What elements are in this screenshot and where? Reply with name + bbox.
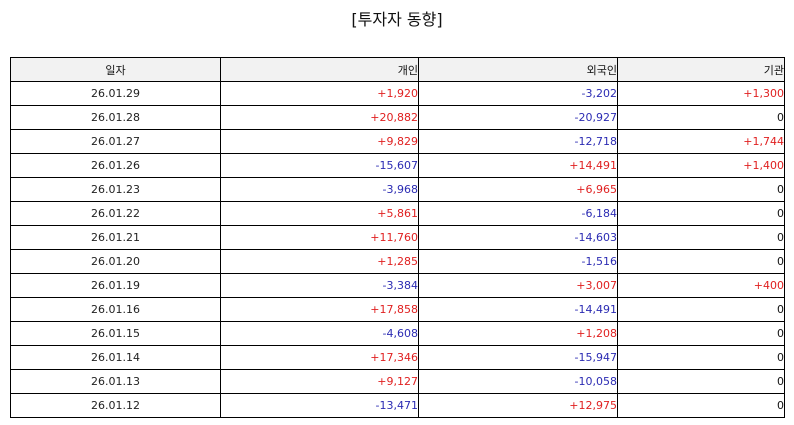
institution-cell: 0 xyxy=(617,297,785,322)
date-cell: 26.01.27 xyxy=(10,129,221,154)
date-cell: 26.01.13 xyxy=(10,369,221,394)
institution-cell: 0 xyxy=(617,225,785,250)
table-header-row: 일자 개인 외국인 기관 xyxy=(10,57,785,82)
foreigner-cell: -1,516 xyxy=(418,249,618,274)
column-header-institution: 기관 xyxy=(617,57,785,82)
date-cell: 26.01.22 xyxy=(10,201,221,226)
individual-cell: +5,861 xyxy=(220,201,419,226)
date-cell: 26.01.19 xyxy=(10,273,221,298)
institution-cell: 0 xyxy=(617,201,785,226)
individual-cell: +9,127 xyxy=(220,369,419,394)
institution-cell: +1,300 xyxy=(617,81,785,106)
table-row: 26.01.13 +9,127 -10,058 0 xyxy=(10,369,785,394)
table-row: 26.01.29 +1,920 -3,202 +1,300 xyxy=(10,81,785,106)
individual-cell: +1,920 xyxy=(220,81,419,106)
individual-cell: -13,471 xyxy=(220,393,419,418)
foreigner-cell: +6,965 xyxy=(418,177,618,202)
table-row: 26.01.26 -15,607 +14,491 +1,400 xyxy=(10,153,785,178)
foreigner-cell: -20,927 xyxy=(418,105,618,130)
date-cell: 26.01.29 xyxy=(10,81,221,106)
institution-cell: 0 xyxy=(617,249,785,274)
individual-cell: +20,882 xyxy=(220,105,419,130)
date-cell: 26.01.28 xyxy=(10,105,221,130)
institution-cell: 0 xyxy=(617,321,785,346)
foreigner-cell: -15,947 xyxy=(418,345,618,370)
table-row: 26.01.22 +5,861 -6,184 0 xyxy=(10,201,785,226)
date-cell: 26.01.12 xyxy=(10,393,221,418)
institution-cell: +1,400 xyxy=(617,153,785,178)
individual-cell: +11,760 xyxy=(220,225,419,250)
foreigner-cell: -14,603 xyxy=(418,225,618,250)
foreigner-cell: -3,202 xyxy=(418,81,618,106)
table-row: 26.01.23 -3,968 +6,965 0 xyxy=(10,177,785,202)
institution-cell: 0 xyxy=(617,369,785,394)
institution-cell: +1,744 xyxy=(617,129,785,154)
date-cell: 26.01.26 xyxy=(10,153,221,178)
table-row: 26.01.12 -13,471 +12,975 0 xyxy=(10,393,785,418)
column-header-foreigner: 외국인 xyxy=(418,57,618,82)
page-title: [투자자 동향] xyxy=(351,10,443,29)
table-row: 26.01.28 +20,882 -20,927 0 xyxy=(10,105,785,130)
date-cell: 26.01.23 xyxy=(10,177,221,202)
foreigner-cell: -14,491 xyxy=(418,297,618,322)
column-header-individual: 개인 xyxy=(220,57,419,82)
institution-cell: +400 xyxy=(617,273,785,298)
individual-cell: +9,829 xyxy=(220,129,419,154)
date-cell: 26.01.14 xyxy=(10,345,221,370)
individual-cell: -4,608 xyxy=(220,321,419,346)
column-header-date: 일자 xyxy=(10,57,221,82)
institution-cell: 0 xyxy=(617,345,785,370)
table-row: 26.01.16 +17,858 -14,491 0 xyxy=(10,297,785,322)
date-cell: 26.01.21 xyxy=(10,225,221,250)
foreigner-cell: -6,184 xyxy=(418,201,618,226)
table-row: 26.01.19 -3,384 +3,007 +400 xyxy=(10,273,785,298)
foreigner-cell: +12,975 xyxy=(418,393,618,418)
institution-cell: 0 xyxy=(617,177,785,202)
institution-cell: 0 xyxy=(617,105,785,130)
date-cell: 26.01.20 xyxy=(10,249,221,274)
foreigner-cell: +14,491 xyxy=(418,153,618,178)
date-cell: 26.01.15 xyxy=(10,321,221,346)
investor-trend-table: 일자 개인 외국인 기관 26.01.29 +1,920 -3,202 +1,300 2… xyxy=(10,57,785,418)
foreigner-cell: -12,718 xyxy=(418,129,618,154)
table-row: 26.01.27 +9,829 -12,718 +1,744 xyxy=(10,129,785,154)
foreigner-cell: -10,058 xyxy=(418,369,618,394)
individual-cell: -3,384 xyxy=(220,273,419,298)
foreigner-cell: +1,208 xyxy=(418,321,618,346)
individual-cell: +1,285 xyxy=(220,249,419,274)
table-row: 26.01.14 +17,346 -15,947 0 xyxy=(10,345,785,370)
foreigner-cell: +3,007 xyxy=(418,273,618,298)
table-row: 26.01.21 +11,760 -14,603 0 xyxy=(10,225,785,250)
table-body: 26.01.29 +1,920 -3,202 +1,300 26.01.28 +20,88… xyxy=(10,81,785,418)
table-row: 26.01.20 +1,285 -1,516 0 xyxy=(10,249,785,274)
institution-cell: 0 xyxy=(617,393,785,418)
individual-cell: -15,607 xyxy=(220,153,419,178)
individual-cell: -3,968 xyxy=(220,177,419,202)
individual-cell: +17,346 xyxy=(220,345,419,370)
individual-cell: +17,858 xyxy=(220,297,419,322)
table-row: 26.01.15 -4,608 +1,208 0 xyxy=(10,321,785,346)
date-cell: 26.01.16 xyxy=(10,297,221,322)
